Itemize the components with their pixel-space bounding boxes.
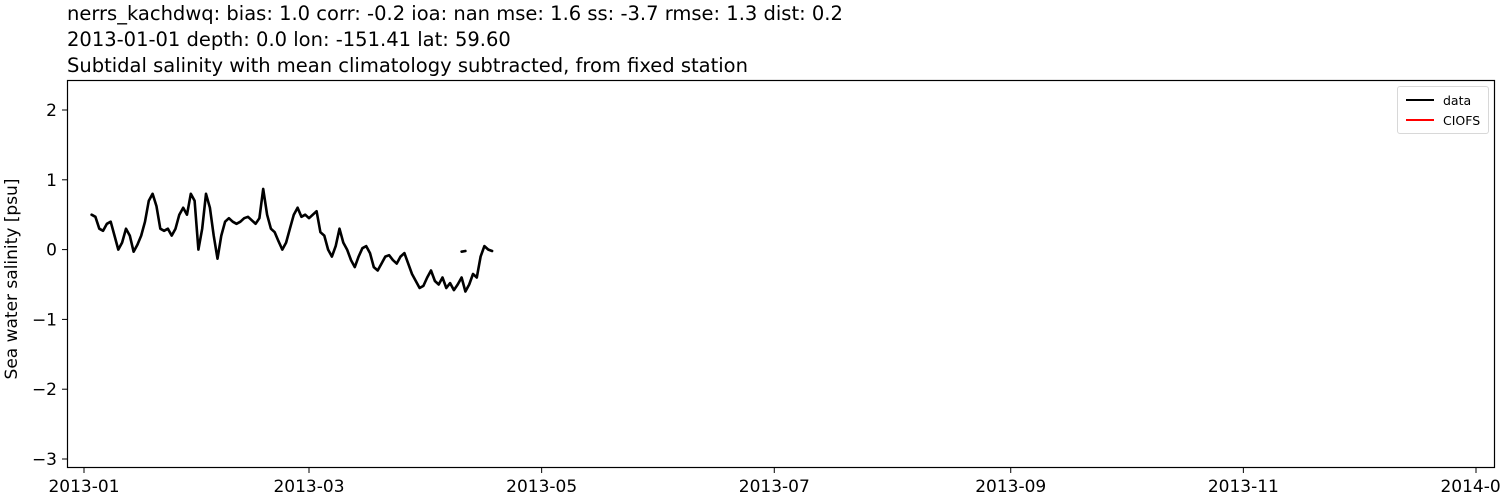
y-tick-label: −1 xyxy=(32,310,57,330)
x-tick-label: 2013-09 xyxy=(975,477,1046,497)
chart-title-stats: nerrs_kachdwq: bias: 1.0 corr: -0.2 ioa:… xyxy=(67,2,843,25)
x-tick-label: 2013-11 xyxy=(1208,477,1279,497)
legend-item-ciofs: CIOFS xyxy=(1406,110,1480,130)
x-tick-label: 2013-01 xyxy=(48,477,119,497)
legend-swatch-data xyxy=(1406,99,1434,101)
legend-label-data: data xyxy=(1443,92,1472,108)
legend-item-data: data xyxy=(1406,90,1471,110)
y-tick-label: −2 xyxy=(32,380,57,400)
x-tick-label: 2014-01 xyxy=(1440,477,1500,497)
x-tick-label: 2013-07 xyxy=(739,477,810,497)
chart-title-location: 2013-01-01 depth: 0.0 lon: -151.41 lat: … xyxy=(67,28,511,51)
y-tick-label: 0 xyxy=(46,241,57,261)
y-axis-ticks: 2 1 0 −1 −2 −3 xyxy=(32,101,68,470)
x-axis-ticks: 2013-01 2013-03 2013-05 2013-07 2013-09 2013-… xyxy=(48,467,1500,497)
legend-swatch-ciofs xyxy=(1406,119,1434,121)
series-lines xyxy=(90,187,494,293)
y-tick-label: −3 xyxy=(32,450,57,470)
x-tick-label: 2013-03 xyxy=(273,477,344,497)
y-tick-label: 1 xyxy=(46,171,57,191)
x-tick-label: 2013-05 xyxy=(506,477,577,497)
legend-label-ciofs: CIOFS xyxy=(1443,112,1481,128)
data-line xyxy=(460,249,467,253)
legend: data CIOFS xyxy=(1397,86,1489,134)
data-line xyxy=(90,187,494,293)
chart-title-description: Subtidal salinity with mean climatology … xyxy=(67,54,748,77)
axes-frame xyxy=(66,79,1496,469)
y-tick-label: 2 xyxy=(46,101,57,121)
